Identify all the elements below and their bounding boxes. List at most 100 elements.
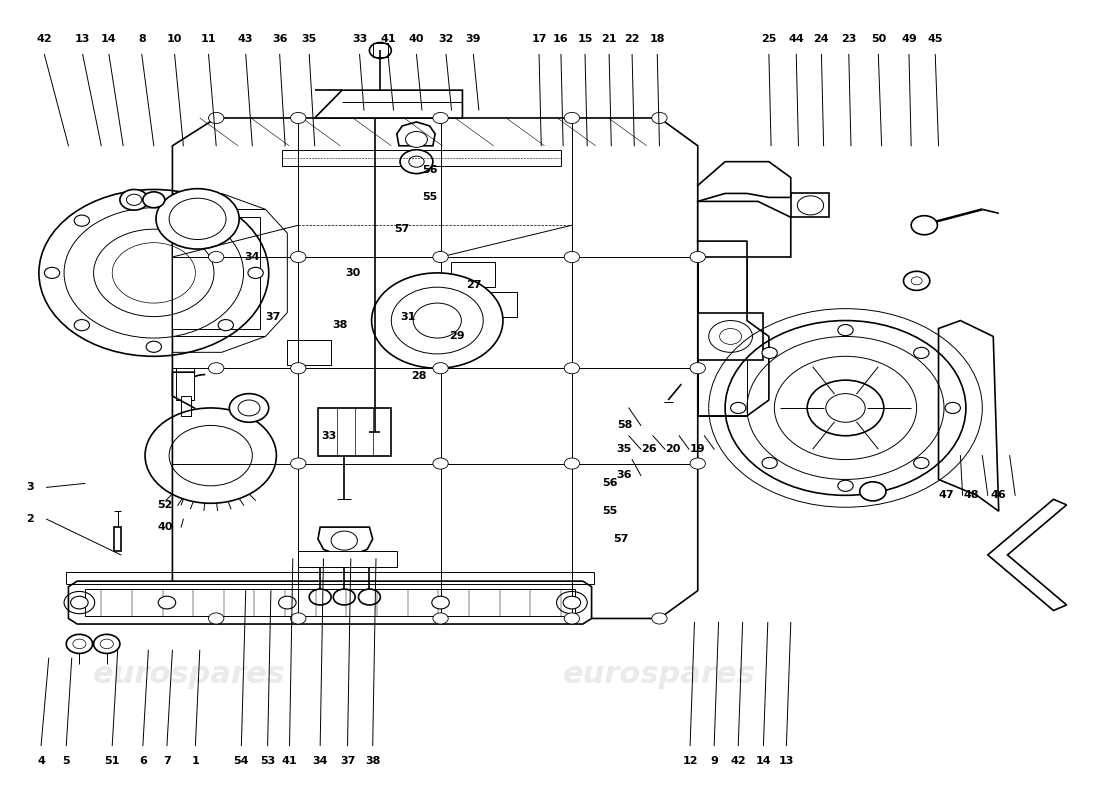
- Circle shape: [290, 458, 306, 469]
- Text: 47: 47: [938, 490, 954, 500]
- Text: 23: 23: [842, 34, 857, 43]
- Circle shape: [903, 271, 929, 290]
- Circle shape: [70, 596, 88, 609]
- Circle shape: [209, 113, 224, 123]
- Text: 21: 21: [602, 34, 617, 43]
- Circle shape: [564, 362, 580, 374]
- Text: 55: 55: [422, 193, 437, 202]
- Circle shape: [74, 215, 89, 226]
- Text: 13: 13: [75, 34, 90, 43]
- Circle shape: [248, 267, 263, 278]
- Circle shape: [564, 251, 580, 262]
- Polygon shape: [176, 368, 195, 400]
- Text: 41: 41: [282, 757, 297, 766]
- Text: 2: 2: [26, 514, 34, 524]
- Text: 13: 13: [779, 757, 794, 766]
- Circle shape: [290, 362, 306, 374]
- Circle shape: [120, 190, 148, 210]
- Text: 15: 15: [578, 34, 593, 43]
- Circle shape: [400, 150, 433, 174]
- Circle shape: [564, 613, 580, 624]
- Circle shape: [372, 273, 503, 368]
- Circle shape: [433, 113, 448, 123]
- Circle shape: [143, 192, 165, 208]
- Polygon shape: [697, 202, 791, 257]
- Text: 12: 12: [682, 757, 697, 766]
- Text: 24: 24: [814, 34, 829, 43]
- Circle shape: [564, 458, 580, 469]
- Text: 56: 56: [422, 165, 438, 174]
- Circle shape: [914, 347, 929, 358]
- Text: 4: 4: [37, 757, 45, 766]
- Circle shape: [100, 639, 113, 649]
- Circle shape: [74, 319, 89, 330]
- Circle shape: [218, 319, 233, 330]
- Text: 35: 35: [617, 444, 632, 454]
- Circle shape: [838, 480, 854, 491]
- Polygon shape: [318, 408, 392, 456]
- Circle shape: [945, 402, 960, 414]
- Text: 16: 16: [553, 34, 569, 43]
- Text: 52: 52: [157, 500, 173, 510]
- Text: 26: 26: [640, 444, 657, 454]
- Circle shape: [690, 362, 705, 374]
- Circle shape: [44, 267, 59, 278]
- Text: 17: 17: [531, 34, 547, 43]
- Polygon shape: [68, 581, 592, 624]
- Circle shape: [409, 156, 425, 167]
- Text: 31: 31: [400, 311, 416, 322]
- Text: eurospares: eurospares: [92, 659, 285, 689]
- Polygon shape: [315, 90, 462, 118]
- Circle shape: [209, 251, 224, 262]
- Text: 42: 42: [730, 757, 746, 766]
- Text: 8: 8: [138, 34, 145, 43]
- Text: 42: 42: [36, 34, 52, 43]
- Circle shape: [94, 634, 120, 654]
- Text: 19: 19: [690, 444, 705, 454]
- Circle shape: [290, 251, 306, 262]
- Text: 3: 3: [26, 482, 34, 492]
- Text: 57: 57: [614, 534, 629, 544]
- Text: 40: 40: [157, 522, 173, 532]
- Text: 38: 38: [365, 757, 381, 766]
- Circle shape: [392, 287, 483, 354]
- Circle shape: [433, 251, 448, 262]
- Text: 20: 20: [664, 444, 680, 454]
- Text: 29: 29: [449, 331, 465, 342]
- Text: 14: 14: [756, 757, 771, 766]
- Text: 6: 6: [139, 757, 146, 766]
- Circle shape: [218, 215, 233, 226]
- Circle shape: [309, 589, 331, 605]
- Text: 28: 28: [411, 371, 427, 381]
- Polygon shape: [114, 527, 121, 551]
- Circle shape: [209, 362, 224, 374]
- Text: 27: 27: [465, 280, 481, 290]
- Circle shape: [66, 634, 92, 654]
- Circle shape: [690, 458, 705, 469]
- Circle shape: [708, 321, 752, 352]
- Text: 37: 37: [340, 757, 355, 766]
- Circle shape: [156, 189, 239, 249]
- Text: eurospares: eurospares: [563, 659, 756, 689]
- Circle shape: [158, 596, 176, 609]
- Text: 5: 5: [63, 757, 70, 766]
- Circle shape: [432, 596, 449, 609]
- Circle shape: [331, 531, 358, 550]
- Polygon shape: [988, 499, 1067, 610]
- Circle shape: [563, 596, 581, 609]
- Circle shape: [652, 613, 667, 624]
- Text: 10: 10: [167, 34, 183, 43]
- Circle shape: [798, 196, 824, 215]
- Text: 33: 33: [352, 34, 367, 43]
- Polygon shape: [298, 551, 397, 567]
- Circle shape: [414, 303, 461, 338]
- Text: 22: 22: [625, 34, 640, 43]
- Text: 36: 36: [272, 34, 287, 43]
- Circle shape: [911, 216, 937, 234]
- Text: 7: 7: [163, 757, 170, 766]
- Text: 48: 48: [964, 490, 979, 500]
- Circle shape: [238, 400, 260, 416]
- Circle shape: [290, 613, 306, 624]
- Text: 33: 33: [321, 430, 337, 441]
- Text: 14: 14: [101, 34, 117, 43]
